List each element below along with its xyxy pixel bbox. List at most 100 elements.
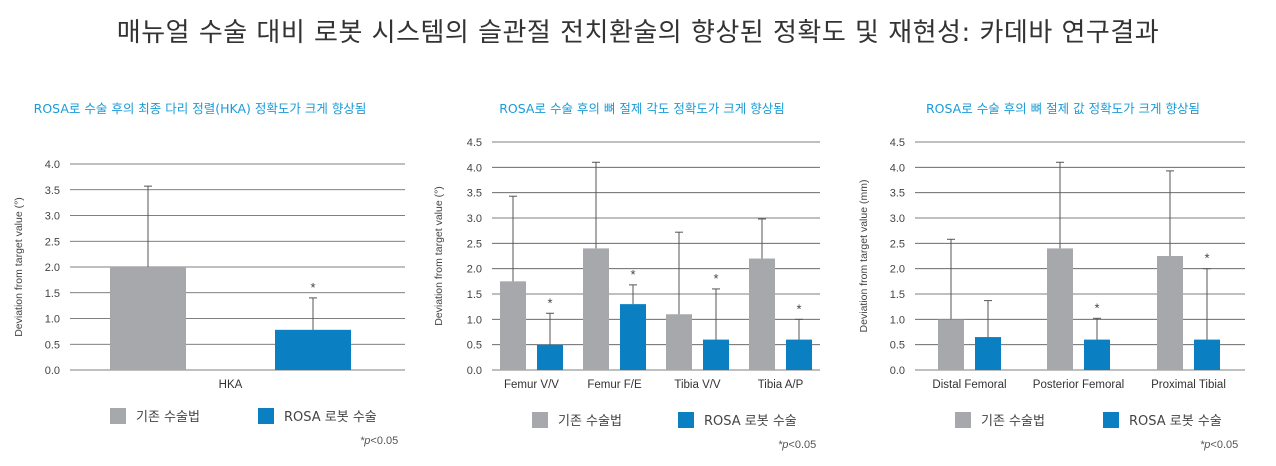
legend-robot: ROSA 로봇 수술 — [678, 410, 797, 429]
bar-manual — [500, 281, 526, 370]
bar-robot — [1194, 339, 1220, 370]
significance-note: *p<0.05 — [360, 435, 398, 447]
bar-manual — [938, 319, 964, 370]
y-tick-label: 3.5 — [890, 188, 905, 200]
bar-manual — [749, 258, 775, 370]
bar-robot — [703, 339, 729, 370]
significance-marker: * — [630, 267, 635, 282]
bar-robot — [975, 337, 1001, 370]
significance-marker: * — [713, 271, 718, 286]
legend-manual: 기존 수술법 — [110, 406, 200, 425]
y-tick-label: 4.5 — [467, 137, 482, 149]
bar-manual — [1157, 256, 1183, 370]
bar-manual — [583, 248, 609, 370]
page-title: 매뉴얼 수술 대비 로봇 시스템의 슬관절 전치환술의 향상된 정확도 및 재현… — [116, 18, 1160, 48]
x-tick-label: Posterior Femoral — [1033, 379, 1124, 391]
legend-label-robot: ROSA 로봇 수술 — [284, 410, 377, 425]
chart-panel-resection-angle: ROSA로 수술 후의 뼈 절제 각도 정확도가 크게 향상됨 0.0 0.5 1.… — [420, 90, 840, 460]
bar-manual — [666, 314, 692, 370]
y-tick-label: 3.5 — [467, 188, 482, 200]
y-tick-label: 3.0 — [467, 213, 482, 225]
y-tick-label: 2.5 — [467, 238, 482, 250]
bar-robot — [786, 339, 812, 370]
legend-swatch-robot — [258, 407, 274, 424]
significance-p: *p — [778, 439, 789, 451]
y-tick-label: 3.5 — [45, 185, 60, 197]
legend-manual: 기존 수술법 — [532, 410, 622, 429]
y-axis-label: Deviation from target value (°) — [433, 186, 445, 326]
chart-svg: 0.0 0.5 1.0 1.5 2.0 2.5 3.0 3.5 4.0 4.5 Deviation … — [433, 137, 820, 391]
y-tick-label: 1.5 — [45, 288, 60, 300]
legend-swatch-robot — [678, 411, 694, 428]
x-tick-label: Tibia A/P — [758, 379, 804, 391]
legend-robot: ROSA 로봇 수술 — [258, 406, 377, 425]
y-tick-label: 2.5 — [45, 236, 60, 248]
legend-swatch-manual — [110, 407, 126, 424]
bar-manual — [110, 267, 186, 370]
y-tick-label: 4.0 — [467, 162, 482, 174]
x-tick-label: Femur F/E — [587, 379, 642, 391]
y-axis-label: Deviation from target value (mm) — [858, 180, 870, 333]
x-tick-label: Tibia V/V — [674, 379, 721, 391]
bar-robot — [1084, 339, 1110, 370]
y-tick-label: 0.5 — [890, 340, 905, 352]
x-tick-label: Proximal Tibial — [1151, 379, 1226, 391]
y-tick-label: 2.0 — [45, 262, 60, 274]
significance-marker: * — [310, 280, 315, 295]
significance-marker: * — [1094, 300, 1099, 315]
y-tick-label: 1.0 — [45, 314, 60, 326]
legend-label-manual: 기존 수술법 — [558, 414, 622, 429]
legend-swatch-manual — [955, 411, 971, 428]
bar-robot — [275, 329, 351, 370]
y-tick-label: 2.0 — [467, 264, 482, 276]
legend-label-manual: 기존 수술법 — [136, 410, 200, 425]
y-tick-label: 0.5 — [467, 340, 482, 352]
y-tick-label: 0.5 — [45, 339, 60, 351]
chart-title: ROSA로 수술 후의 최종 다리 정렬(HKA) 정확도가 크게 향상됨 — [33, 101, 367, 116]
chart-title: ROSA로 수술 후의 뼈 절제 각도 정확도가 크게 향상됨 — [499, 101, 785, 116]
significance-rest: <0.05 — [370, 435, 399, 447]
significance-p: *p — [1200, 439, 1211, 451]
bar-robot — [620, 304, 646, 370]
significance-marker: * — [1204, 251, 1209, 266]
bar-robot — [537, 344, 563, 370]
y-tick-label: 4.5 — [890, 137, 905, 149]
y-tick-label: 0.0 — [45, 365, 60, 377]
y-tick-label: 3.0 — [890, 213, 905, 225]
y-tick-label: 1.0 — [467, 314, 482, 326]
significance-note: *p<0.05 — [778, 439, 816, 451]
significance-p: *p — [360, 435, 371, 447]
legend-label-robot: ROSA 로봇 수술 — [704, 414, 797, 429]
y-tick-label: 2.0 — [890, 264, 905, 276]
significance-marker: * — [547, 295, 552, 310]
legend-robot: ROSA 로봇 수술 — [1103, 410, 1222, 429]
chart-panel-hka: ROSA로 수술 후의 최종 다리 정렬(HKA) 정확도가 크게 향상됨 0.… — [0, 90, 420, 460]
y-tick-label: 3.0 — [45, 211, 60, 223]
legend-manual: 기존 수술법 — [955, 410, 1045, 429]
y-tick-label: 1.5 — [890, 289, 905, 301]
legend-label-manual: 기존 수술법 — [981, 414, 1045, 429]
x-tick-label: Femur V/V — [504, 379, 559, 391]
x-tick-label: Distal Femoral — [932, 379, 1006, 391]
legend-label-robot: ROSA 로봇 수술 — [1129, 414, 1222, 429]
y-tick-label: 1.0 — [890, 314, 905, 326]
significance-note: *p<0.05 — [1200, 439, 1238, 451]
legend-swatch-manual — [532, 411, 548, 428]
significance-marker: * — [796, 301, 801, 316]
y-tick-label: 1.5 — [467, 289, 482, 301]
y-tick-label: 0.0 — [890, 365, 905, 377]
y-tick-label: 0.0 — [467, 365, 482, 377]
significance-rest: <0.05 — [788, 439, 817, 451]
bar-manual — [1047, 248, 1073, 370]
y-tick-label: 2.5 — [890, 238, 905, 250]
y-tick-label: 4.0 — [45, 159, 60, 171]
x-tick-label: HKA — [219, 379, 243, 391]
y-axis-label: Deviation from target value (°) — [13, 197, 25, 337]
chart-panel-resection-value: ROSA로 수술 후의 뼈 절제 값 정확도가 크게 향상됨 0.0 0.5 1.0… — [845, 90, 1265, 460]
legend-swatch-robot — [1103, 411, 1119, 428]
chart-title: ROSA로 수술 후의 뼈 절제 값 정확도가 크게 향상됨 — [925, 101, 1201, 116]
chart-svg: 0.0 0.5 1.0 1.5 2.0 2.5 3.0 3.5 4.0 Deviation fro… — [13, 159, 405, 391]
chart-svg: 0.0 0.5 1.0 1.5 2.0 2.5 3.0 3.5 4.0 4.5 Deviation … — [858, 137, 1245, 391]
significance-rest: <0.05 — [1210, 439, 1239, 451]
y-tick-label: 4.0 — [890, 162, 905, 174]
